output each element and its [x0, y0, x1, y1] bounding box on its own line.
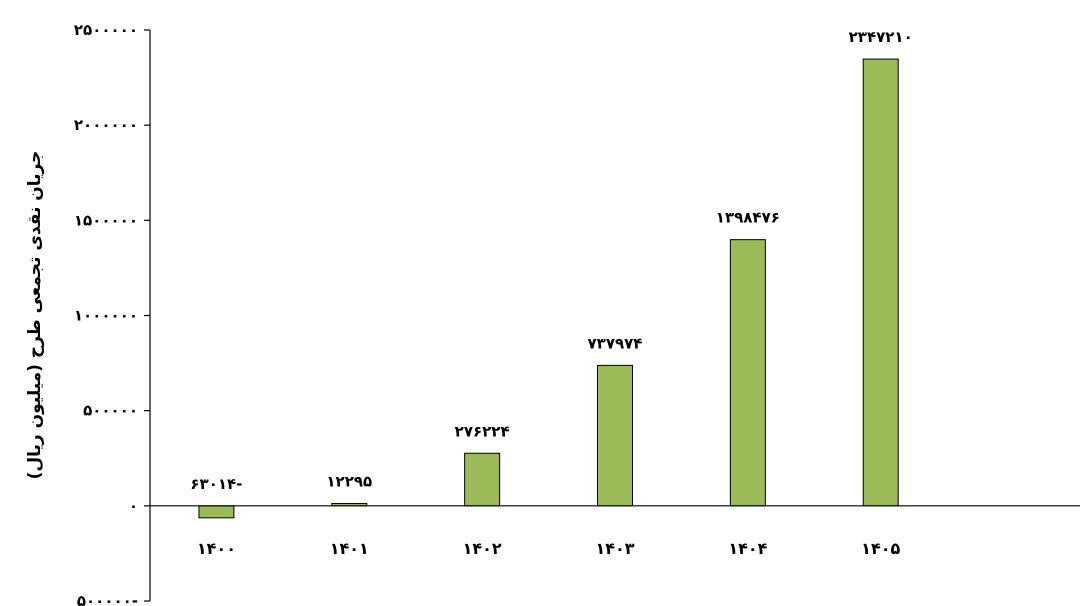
y-tick-label: ۲۵۰۰۰۰۰ [74, 21, 138, 39]
y-tick-label: ۱۰۰۰۰۰۰ [74, 307, 138, 325]
x-category-label: ۱۴۰۵ [861, 539, 900, 558]
y-tick-label: ۱۵۰۰۰۰۰ [74, 211, 138, 229]
x-category-label: ۱۴۰۰ [197, 539, 236, 558]
bar [597, 364, 633, 507]
x-category-label: ۱۴۰۲ [463, 539, 502, 558]
x-category-label: ۱۴۰۳ [595, 539, 634, 558]
bar [198, 505, 235, 519]
y-tick-label: ۵۰۰۰۰۰ [83, 402, 138, 420]
y-tick-label: ۵۰۰۰۰۰- [77, 592, 138, 606]
y-tick-label: ۲۰۰۰۰۰۰ [74, 116, 138, 134]
bars: ۶۳۰۱۴- ۱۲۲۹۵ ۲۷۶۲۲۴ ۷۳۷۹۷۴ ۱۳۹۸۴۷۶ ۲۳۴۷۲۱۰ [190, 28, 913, 519]
bar-value-label: ۲۷۶۲۲۴ [455, 422, 510, 440]
bar [729, 239, 766, 507]
bar-value-label: ۷۳۷۹۷۴ [588, 334, 643, 352]
x-axis: ۱۴۰۰ ۱۴۰۱ ۱۴۰۲ ۱۴۰۳ ۱۴۰۴ ۱۴۰۵ [150, 505, 1080, 558]
bar-value-label: ۲۳۴۷۲۱۰ [849, 28, 913, 46]
bar [862, 58, 899, 507]
bar-value-label: ۱۲۲۹۵ [326, 472, 372, 490]
y-axis-title: جریان نقدی تجمعی طرح (میلیون ریال) [25, 151, 45, 480]
y-tick-label: ۰ [129, 497, 138, 515]
bar-value-label: ۱۳۹۸۴۷۶ [716, 209, 780, 227]
bar [464, 452, 501, 507]
bar-value-label: ۶۳۰۱۴- [190, 475, 242, 493]
y-axis: ۵۰۰۰۰۰- ۰ ۵۰۰۰۰۰ ۱۰۰۰۰۰۰ ۱۵۰۰۰۰۰ ۲۰۰۰۰۰۰ ۲۵۰۰۰… [74, 21, 151, 606]
x-category-label: ۱۴۰۱ [330, 539, 369, 558]
x-category-label: ۱۴۰۴ [728, 539, 767, 558]
